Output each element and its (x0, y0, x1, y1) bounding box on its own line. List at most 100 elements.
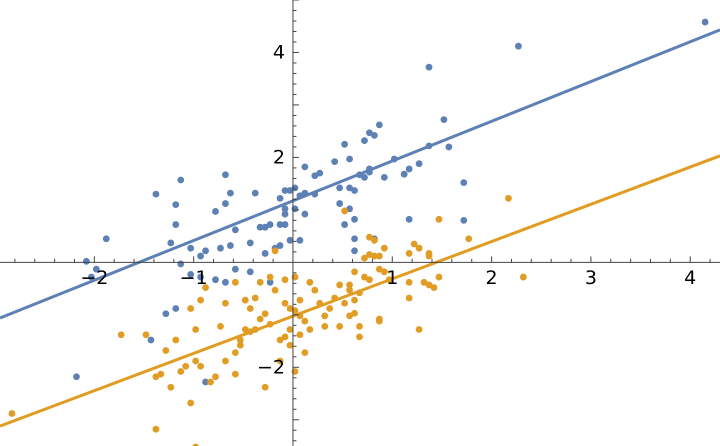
data-point (187, 244, 195, 252)
data-point (192, 443, 199, 446)
data-point (207, 378, 214, 386)
data-point (375, 315, 383, 323)
data-point (405, 250, 413, 257)
data-point (187, 271, 195, 278)
data-point (231, 349, 239, 357)
data-point (236, 336, 244, 344)
y-tick-label: 4 (273, 41, 285, 63)
data-point (231, 226, 239, 234)
data-point (336, 322, 344, 330)
data-point (301, 210, 309, 218)
data-point (371, 236, 378, 244)
data-point (519, 273, 527, 281)
y-tick-label: −2 (257, 356, 285, 378)
y-tick-label: 2 (273, 146, 285, 168)
data-point (366, 233, 373, 241)
data-point (390, 155, 398, 163)
data-point (266, 320, 274, 328)
data-point (356, 171, 363, 179)
data-point (405, 278, 413, 286)
data-point (356, 333, 363, 341)
data-point (375, 121, 383, 129)
data-point (301, 349, 309, 357)
data-point (87, 273, 95, 281)
data-point (212, 208, 219, 215)
data-point (366, 251, 373, 258)
data-point (331, 294, 339, 302)
x-tick-label: 3 (585, 267, 597, 289)
data-point (266, 273, 274, 281)
data-point (92, 265, 100, 273)
data-point (83, 257, 90, 265)
data-point (465, 235, 473, 243)
data-point (102, 235, 110, 243)
data-point (380, 173, 388, 181)
data-point (266, 278, 274, 286)
data-point (281, 299, 289, 307)
data-point (202, 247, 209, 255)
data-point (351, 268, 358, 276)
data-point (701, 18, 709, 26)
data-point (281, 205, 289, 213)
x-tick-label: 4 (684, 267, 696, 289)
data-point (301, 163, 309, 171)
data-point (445, 143, 453, 151)
data-point (316, 299, 324, 307)
data-point (505, 194, 512, 202)
data-point (331, 158, 339, 166)
data-point (172, 336, 180, 344)
data-point (351, 309, 358, 317)
data-point (425, 142, 433, 150)
data-point (371, 131, 378, 139)
data-point (286, 305, 294, 312)
data-points (8, 18, 709, 446)
data-point (251, 294, 259, 302)
data-point (261, 250, 269, 257)
axis-ticks: −2 −1 1 2 3 4 −2 2 4 (14, 0, 711, 442)
data-point (321, 312, 329, 320)
data-point (217, 244, 224, 252)
data-point (152, 373, 160, 381)
data-point (182, 362, 190, 370)
fit-lines (0, 28, 720, 428)
data-point (346, 281, 353, 289)
data-point (286, 341, 294, 349)
data-point (177, 176, 185, 184)
data-point (341, 140, 349, 148)
data-point (152, 425, 160, 433)
data-point (326, 305, 334, 312)
data-point (400, 170, 408, 178)
data-point (192, 357, 200, 365)
data-point (276, 242, 284, 249)
data-point (435, 273, 443, 281)
data-point (296, 296, 304, 304)
data-point (172, 221, 180, 228)
data-point (197, 296, 205, 304)
data-point (281, 210, 289, 218)
data-point (241, 326, 249, 333)
data-point (276, 194, 284, 202)
data-point (167, 383, 175, 391)
data-point (261, 383, 269, 391)
x-tick-label: −1 (180, 267, 208, 289)
data-point (286, 187, 294, 194)
data-point (281, 187, 289, 194)
data-point (227, 189, 234, 197)
data-point (172, 305, 180, 312)
data-point (152, 190, 160, 198)
data-point (241, 296, 249, 304)
data-point (296, 236, 304, 244)
data-point (356, 322, 363, 330)
data-point (256, 315, 264, 323)
data-point (276, 357, 284, 365)
data-point (231, 278, 239, 286)
data-point (415, 244, 423, 252)
x-tick-label: 2 (486, 267, 498, 289)
data-point (515, 42, 522, 50)
data-point (425, 281, 433, 289)
data-point (301, 317, 309, 325)
data-point (336, 281, 344, 289)
data-point (321, 322, 329, 330)
data-point (222, 357, 229, 365)
